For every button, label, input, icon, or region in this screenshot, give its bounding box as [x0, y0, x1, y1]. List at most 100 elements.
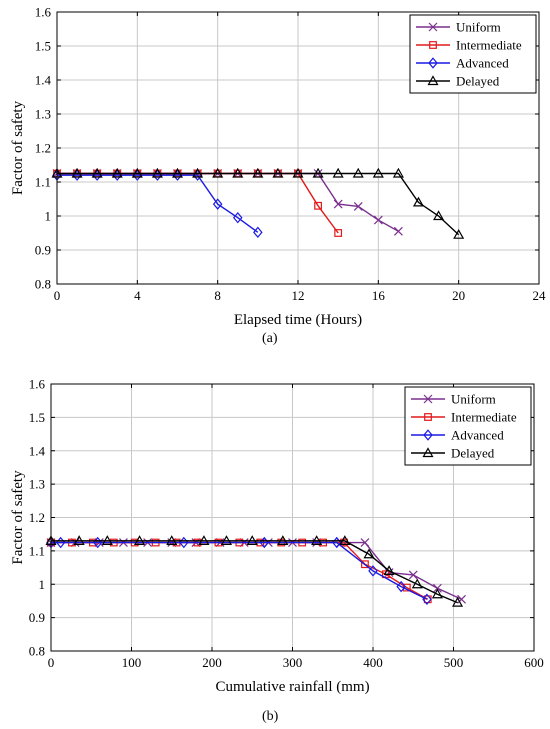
data-point-delayed: [198, 535, 210, 545]
legend: Uniform Intermediate Advanced Delayed: [409, 14, 537, 94]
legend-marker-uniform: [428, 22, 438, 32]
data-point-delayed: [71, 167, 83, 178]
data-point-delayed: [171, 167, 184, 178]
data-point-uniform: [393, 226, 403, 236]
y-tick-label: 1.5: [29, 410, 45, 425]
data-point-delayed: [111, 167, 123, 178]
data-point-delayed: [232, 167, 244, 178]
data-point-delayed: [363, 548, 375, 559]
data-point-uniform: [353, 202, 363, 211]
series-line-advanced: [51, 541, 428, 600]
x-tick-label: 16: [372, 288, 386, 303]
y-tick-label: 1.1: [29, 543, 45, 558]
legend-label-advanced: Advanced: [456, 56, 509, 71]
data-point-delayed: [383, 565, 395, 575]
data-point-delayed: [412, 196, 425, 207]
data-point-delayed: [392, 167, 404, 178]
data-point-delayed: [451, 596, 464, 607]
series-delayed: [45, 535, 464, 607]
data-point-uniform: [457, 594, 466, 604]
legend-label-delayed: Delayed: [456, 74, 500, 89]
data-point-intermediate: [334, 229, 343, 237]
panel-label-a: (a): [262, 331, 278, 346]
x-tick-label: 400: [363, 655, 383, 670]
data-point-delayed: [332, 167, 344, 178]
series-uniform: [52, 169, 403, 236]
y-tick-label: 1.2: [35, 141, 51, 156]
data-point-advanced: [396, 580, 406, 593]
grid: [51, 384, 534, 651]
data-point-delayed: [220, 535, 233, 545]
data-point-delayed: [246, 535, 258, 545]
x-tick-label: 20: [452, 288, 465, 303]
legend: Uniform Intermediate Advanced Delayed: [404, 386, 532, 466]
y-axis-label: Factor of safety: [10, 100, 26, 195]
data-point-delayed: [192, 167, 204, 178]
legend-label-intermediate: Intermediate: [451, 410, 517, 425]
data-point-delayed: [431, 588, 443, 599]
legend-marker-intermediate: [424, 413, 432, 421]
legend-marker-delayed: [427, 75, 439, 86]
data-point-advanced: [212, 198, 223, 210]
y-tick-label: 1.6: [35, 5, 52, 20]
data-point-delayed: [372, 167, 384, 178]
legend-label-uniform: Uniform: [451, 392, 496, 407]
data-point-delayed: [151, 167, 163, 178]
y-tick-label: 0.9: [35, 243, 51, 258]
data-point-delayed: [311, 535, 323, 545]
data-point-uniform: [373, 215, 383, 225]
panel-label-b: (b): [262, 709, 279, 724]
y-tick-label: 1: [39, 577, 46, 592]
x-tick-label: 0: [48, 655, 55, 670]
legend-label-uniform: Uniform: [456, 20, 501, 35]
chart-panel-a: 0 4 8 12 16 20 24 0.8 0.9 1 1.1 1.2 1.3 1.4 1.5 1.6 Elap…: [10, 5, 547, 329]
x-tick-label: 24: [533, 288, 547, 303]
x-tick-label: 12: [292, 288, 305, 303]
legend-label-intermediate: Intermediate: [456, 38, 522, 53]
data-point-uniform: [333, 199, 343, 209]
x-tick-label: 200: [202, 655, 222, 670]
data-point-uniform: [360, 538, 370, 547]
data-point-advanced: [232, 211, 243, 224]
y-tick-label: 1.2: [29, 510, 45, 525]
data-point-delayed: [411, 578, 423, 589]
data-point-delayed: [433, 210, 445, 221]
data-point-delayed: [91, 167, 103, 178]
data-point-intermediate: [361, 560, 369, 569]
y-tick-label: 1.3: [35, 107, 51, 122]
y-tick-label: 1.1: [35, 175, 51, 190]
legend-label-advanced: Advanced: [451, 428, 504, 443]
data-point-delayed: [453, 228, 465, 239]
y-axis-label: Factor of safety: [10, 470, 26, 565]
series-delayed: [51, 167, 465, 239]
data-point-delayed: [166, 535, 178, 545]
data-point-delayed: [131, 167, 143, 178]
data-point-delayed: [134, 535, 146, 545]
data-point-delayed: [212, 167, 224, 178]
data-point-intermediate: [314, 201, 322, 210]
legend-marker-delayed: [422, 447, 434, 458]
legend-label-delayed: Delayed: [451, 446, 495, 461]
data-point-delayed: [73, 535, 85, 545]
x-tick-label: 8: [214, 288, 221, 303]
x-tick-label: 100: [122, 655, 142, 670]
y-tick-label: 1.5: [35, 39, 51, 54]
legend-marker-uniform: [423, 394, 433, 404]
x-tick-label: 0: [54, 288, 61, 303]
legend-marker-advanced: [423, 429, 433, 441]
x-tick-label: 500: [444, 655, 464, 670]
y-tick-label: 1.4: [35, 73, 52, 88]
series-advanced: [52, 169, 263, 239]
data-point-advanced: [422, 593, 432, 606]
y-tick-label: 0.8: [35, 277, 51, 292]
y-tick-label: 0.8: [29, 644, 45, 659]
x-tick-label: 4: [134, 288, 141, 303]
chart-panel-b: 0 100 200 300 400 500 600 0.8 0.9 1 1.1 1.2 1.3 1.4 1.…: [10, 377, 544, 696]
data-point-uniform: [432, 583, 442, 593]
y-tick-label: 0.9: [29, 610, 45, 625]
data-point-delayed: [272, 167, 284, 178]
y-tick-label: 1.3: [29, 477, 45, 492]
x-axis-label: Elapsed time (Hours): [234, 312, 362, 328]
y-tick-label: 1.4: [29, 443, 46, 458]
data-point-delayed: [292, 167, 304, 178]
